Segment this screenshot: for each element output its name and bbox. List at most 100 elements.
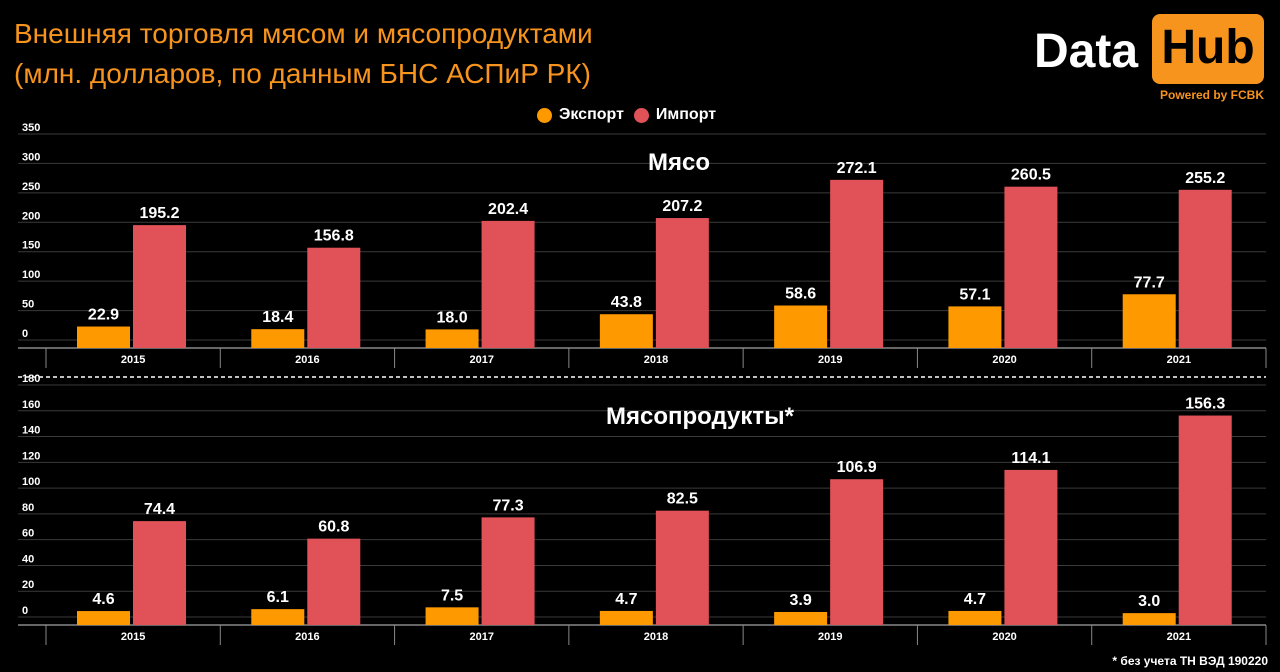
bar-export — [1122, 294, 1176, 348]
bar-import — [307, 247, 361, 348]
x-tick-label: 2019 — [818, 354, 842, 366]
y-tick-label: 100 — [22, 476, 40, 488]
data-label-import: 106.9 — [837, 459, 877, 476]
x-tick-label: 2020 — [992, 354, 1016, 366]
data-label-export: 22.9 — [88, 307, 119, 324]
bar-import — [655, 218, 709, 348]
x-tick-label: 2021 — [1167, 631, 1191, 643]
data-label-export: 18.0 — [437, 309, 468, 326]
data-label-import: 207.2 — [662, 198, 702, 215]
y-tick-label: 20 — [22, 579, 34, 591]
bar-export — [77, 611, 130, 625]
bar-import — [481, 220, 535, 348]
data-label-import: 60.8 — [318, 519, 349, 536]
bar-export — [774, 305, 828, 348]
panel-title: Мясо — [648, 149, 710, 176]
bar-import — [481, 517, 535, 625]
x-tick-label: 2016 — [295, 631, 319, 643]
legend-item-export: Экспорт — [537, 106, 624, 124]
x-tick-label: 2017 — [469, 631, 493, 643]
x-tick-label: 2015 — [121, 354, 145, 366]
data-label-export: 58.6 — [785, 286, 816, 303]
x-tick-label: 2016 — [295, 354, 319, 366]
chart-subtitle: (млн. долларов, по данным БНС АСПиР РК) — [14, 58, 591, 89]
data-label-import: 114.1 — [1011, 450, 1050, 467]
y-tick-label: 40 — [22, 553, 34, 565]
logo-hub-badge: Hub — [1152, 14, 1264, 84]
bar-export — [425, 607, 479, 625]
bar-import — [307, 538, 361, 625]
logo-data-text: Data — [1034, 25, 1139, 78]
legend: Экспорт Импорт — [537, 104, 716, 126]
y-tick-label: 250 — [22, 181, 40, 193]
y-tick-label: 140 — [22, 425, 40, 437]
bar-export — [77, 326, 130, 348]
y-tick-label: 50 — [22, 299, 34, 311]
data-label-import: 202.4 — [488, 201, 528, 218]
bar-import — [830, 479, 884, 625]
bar-export — [251, 329, 305, 348]
bar-import — [133, 521, 186, 625]
data-label-export: 18.4 — [262, 309, 293, 326]
bar-import — [133, 225, 186, 348]
legend-swatch-export — [537, 107, 552, 123]
data-label-export: 3.0 — [1138, 593, 1160, 610]
data-label-import: 74.4 — [144, 501, 175, 518]
y-tick-label: 150 — [22, 240, 40, 252]
data-label-export: 57.1 — [959, 286, 990, 303]
data-label-export: 77.7 — [1134, 274, 1165, 291]
x-tick-label: 2019 — [818, 631, 842, 643]
bar-import — [1004, 186, 1058, 348]
logo-powered-by: Powered by FCBK — [1159, 88, 1264, 102]
data-label-export: 4.7 — [615, 591, 637, 608]
y-tick-label: 0 — [22, 328, 28, 340]
datahub-logo: Data Hub Powered by FCBK — [1034, 14, 1264, 104]
legend-swatch-import — [633, 107, 649, 123]
y-tick-label: 0 — [22, 605, 28, 617]
data-label-import: 156.8 — [314, 228, 354, 245]
y-tick-label: 350 — [22, 122, 40, 134]
x-tick-label: 2018 — [644, 354, 668, 366]
chart-title: Внешняя торговля мясом и мясопродуктами — [14, 18, 593, 49]
legend-label-import: Импорт — [655, 106, 717, 123]
bar-export — [251, 609, 305, 625]
x-tick-label: 2018 — [644, 631, 668, 643]
chart-title-block: Внешняя торговля мясом и мясопродуктами … — [14, 14, 593, 94]
y-tick-label: 60 — [22, 528, 34, 540]
bar-import — [1004, 469, 1058, 625]
bar-export — [1122, 613, 1176, 625]
bar-import — [1178, 189, 1232, 348]
y-tick-label: 100 — [22, 269, 40, 281]
bar-export — [774, 611, 828, 625]
bar-export — [599, 314, 653, 348]
data-label-export: 7.5 — [441, 587, 463, 604]
footnote: * без учета ТН ВЭД 190220 — [1112, 654, 1268, 668]
data-label-import: 156.3 — [1185, 396, 1225, 413]
data-label-export: 6.1 — [267, 589, 289, 606]
y-tick-label: 180 — [22, 373, 40, 385]
data-label-import: 260.5 — [1011, 167, 1051, 184]
bar-export — [599, 610, 653, 625]
x-tick-label: 2020 — [992, 631, 1016, 643]
x-tick-label: 2017 — [469, 354, 493, 366]
data-label-import: 77.3 — [493, 497, 524, 514]
data-label-import: 255.2 — [1185, 170, 1225, 187]
bar-export — [948, 306, 1002, 348]
data-label-import: 272.1 — [837, 160, 877, 177]
x-tick-label: 2021 — [1167, 354, 1191, 366]
data-label-export: 4.6 — [92, 591, 114, 608]
y-tick-label: 200 — [22, 210, 40, 222]
legend-item-import: Импорт — [633, 106, 717, 124]
bar-import — [830, 179, 884, 348]
x-tick-label: 2015 — [121, 631, 145, 643]
y-tick-label: 300 — [22, 151, 40, 163]
legend-label-export: Экспорт — [559, 106, 624, 123]
data-label-export: 3.9 — [790, 592, 812, 609]
y-tick-label: 160 — [22, 399, 40, 411]
y-tick-label: 120 — [22, 450, 40, 462]
data-label-import: 195.2 — [139, 205, 179, 222]
panel-title: Мясопродукты* — [606, 403, 795, 430]
bar-import — [655, 510, 709, 625]
data-label-export: 43.8 — [611, 294, 642, 311]
